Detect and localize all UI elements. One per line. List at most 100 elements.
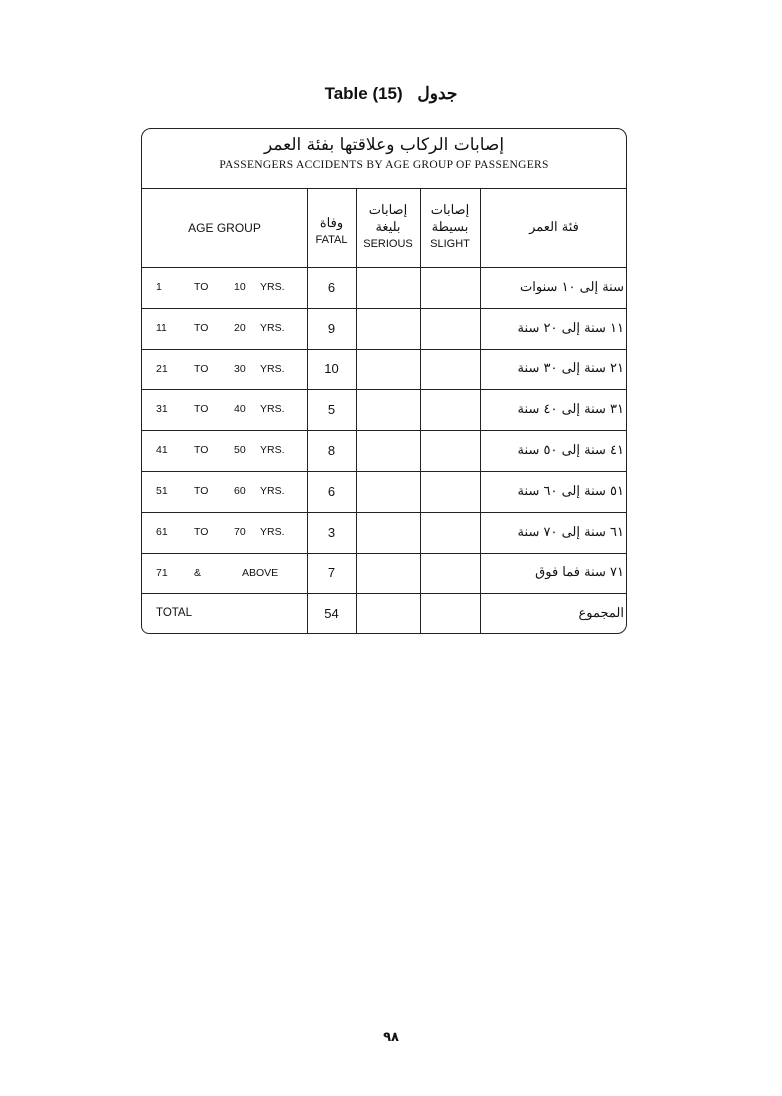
age-from: 41: [156, 444, 168, 457]
divider: [420, 188, 421, 633]
fatal-value: 7: [327, 565, 336, 581]
header-serious: إصابات بليغة SERIOUS: [356, 188, 420, 267]
age-unit: YRS.: [260, 362, 285, 375]
serious-value: [356, 267, 420, 308]
table-caption: Table (15) جدول: [0, 84, 782, 104]
slight-value: [420, 553, 480, 594]
age-unit: YRS.: [260, 444, 285, 457]
age-group-ar: المجموع: [578, 606, 624, 622]
serious-value: [356, 389, 420, 430]
row-divider: [142, 307, 626, 309]
divider: [480, 188, 481, 633]
age-separator: &: [194, 566, 202, 579]
caption-en: Table (15): [324, 84, 403, 103]
serious-value: [356, 512, 420, 553]
age-from: 61: [156, 525, 168, 538]
age-from: 21: [156, 362, 168, 375]
row-divider: [142, 593, 626, 595]
header-label: FATAL: [315, 233, 348, 246]
slight-value: [420, 512, 480, 553]
age-to: 10: [234, 281, 246, 293]
age-separator: TO: [194, 485, 209, 497]
age-unit: YRS.: [260, 485, 285, 497]
caption-ar: جدول: [417, 84, 458, 103]
age-to: 70: [234, 525, 246, 538]
age-to: 20: [234, 321, 246, 334]
slight-value: [420, 308, 480, 349]
age-group-ar: ١١ سنة إلى ٢٠ سنة: [517, 320, 624, 336]
age-separator: TO: [194, 362, 209, 375]
serious-value: [356, 430, 420, 471]
row-divider: [142, 552, 626, 554]
age-group-ar: ٢١ سنة إلى ٣٠ سنة: [517, 361, 624, 377]
table-title-en: PASSENGERS ACCIDENTS BY AGE GROUP OF PAS…: [219, 159, 549, 171]
age-unit: YRS.: [260, 403, 285, 416]
header-label: SLIGHT: [430, 238, 470, 250]
header-fatal: وفاة FATAL: [307, 188, 356, 267]
fatal-value: 3: [327, 524, 336, 540]
age-group-ar: ٧١ سنة فما فوق: [535, 565, 624, 581]
table-title: إصابات الركاب وعلاقتها بفئة العمر PASSEN…: [142, 129, 626, 189]
total-label: TOTAL: [156, 607, 192, 620]
header-label: بليغة: [375, 220, 401, 235]
header-label: إصابات: [368, 203, 408, 218]
slight-value: [420, 471, 480, 512]
serious-value: [356, 471, 420, 512]
age-group-ar: ٤١ سنة إلى ٥٠ سنة: [517, 443, 624, 459]
age-to: 40: [234, 403, 246, 416]
age-to: 30: [234, 362, 246, 375]
page-number: ٩٨: [383, 1030, 399, 1045]
age-to: 50: [234, 444, 246, 457]
fatal-value: 6: [327, 279, 336, 295]
fatal-value: 6: [327, 483, 336, 499]
slight-value: [420, 389, 480, 430]
slight-value: [420, 349, 480, 390]
age-from: 71: [156, 566, 168, 579]
divider: [307, 188, 308, 633]
fatal-value: 5: [327, 402, 336, 418]
slight-value: [420, 267, 480, 308]
header-age-group: AGE GROUP: [142, 188, 307, 267]
slight-value: [420, 593, 480, 634]
age-unit: ABOVE: [242, 566, 279, 579]
age-unit: YRS.: [260, 321, 285, 334]
age-separator: TO: [194, 281, 209, 293]
age-group-ar: ٥١ سنة إلى ٦٠ سنة: [517, 483, 624, 499]
age-separator: TO: [194, 525, 209, 538]
fatal-value: 54: [324, 606, 339, 622]
age-separator: TO: [194, 403, 209, 416]
header-label: إصابات: [430, 203, 470, 218]
row-divider: [142, 267, 626, 268]
age-separator: TO: [194, 321, 209, 334]
header-label: فئة العمر: [529, 220, 579, 235]
row-divider: [142, 389, 626, 391]
header-age-group-ar: فئة العمر: [480, 188, 628, 267]
serious-value: [356, 349, 420, 390]
serious-value: [356, 593, 420, 634]
age-unit: YRS.: [260, 281, 285, 293]
age-to: 60: [234, 485, 246, 497]
table-title-ar: إصابات الركاب وعلاقتها بفئة العمر: [263, 135, 505, 155]
age-from: 51: [156, 485, 168, 497]
accidents-table: إصابات الركاب وعلاقتها بفئة العمر PASSEN…: [141, 128, 627, 634]
slight-value: [420, 430, 480, 471]
header-label: وفاة: [319, 215, 344, 231]
header-label: بسيطة: [431, 220, 469, 235]
fatal-value: 9: [327, 320, 336, 336]
age-from: 11: [156, 321, 167, 334]
divider: [356, 188, 357, 633]
age-from: 1: [156, 281, 162, 293]
serious-value: [356, 308, 420, 349]
age-from: 31: [156, 403, 168, 416]
age-group-ar: ٣١ سنة إلى ٤٠ سنة: [517, 402, 624, 418]
age-group-ar: ٦١ سنة إلى ٧٠ سنة: [517, 524, 624, 540]
age-group-ar: سنة إلى ١٠ سنوات: [520, 279, 624, 295]
header-slight: إصابات بسيطة SLIGHT: [420, 188, 480, 267]
serious-value: [356, 553, 420, 594]
age-unit: YRS.: [260, 525, 285, 538]
fatal-value: 10: [324, 361, 339, 377]
header-label: AGE GROUP: [188, 220, 261, 235]
header-label: SERIOUS: [363, 238, 413, 250]
row-divider: [142, 430, 626, 432]
